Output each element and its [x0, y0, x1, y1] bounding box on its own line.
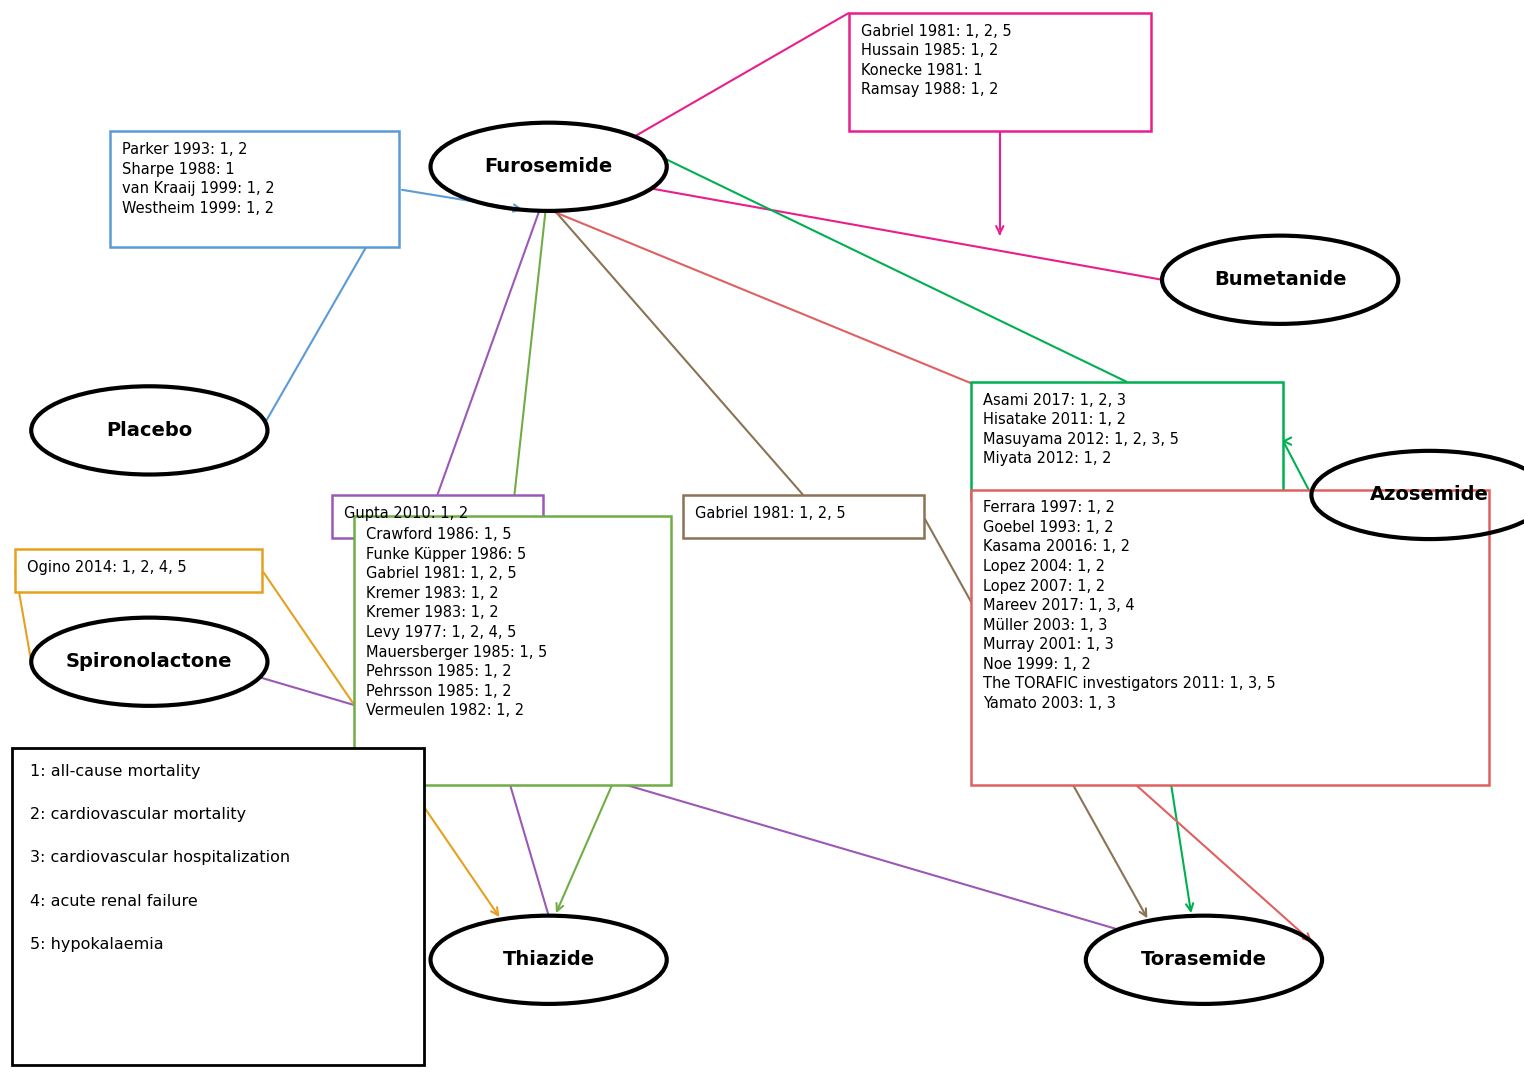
- FancyBboxPatch shape: [12, 748, 424, 1065]
- FancyBboxPatch shape: [971, 490, 1489, 785]
- Text: Gabriel 1981: 1, 2, 5: Gabriel 1981: 1, 2, 5: [695, 506, 846, 521]
- Text: 1: all-cause mortality

2: cardiovascular mortality

3: cardiovascular hospitali: 1: all-cause mortality 2: cardiovascular…: [30, 764, 291, 952]
- Text: Gupta 2010: 1, 2: Gupta 2010: 1, 2: [344, 506, 469, 521]
- Text: Torasemide: Torasemide: [1141, 950, 1266, 969]
- Text: Ogino 2014: 1, 2, 4, 5: Ogino 2014: 1, 2, 4, 5: [27, 560, 187, 575]
- Text: Ferrara 1997: 1, 2
Goebel 1993: 1, 2
Kasama 20016: 1, 2
Lopez 2004: 1, 2
Lopez 2: Ferrara 1997: 1, 2 Goebel 1993: 1, 2 Kas…: [983, 500, 1276, 711]
- Text: Furosemide: Furosemide: [485, 157, 613, 176]
- FancyBboxPatch shape: [354, 516, 671, 785]
- FancyBboxPatch shape: [110, 131, 399, 247]
- Text: Asami 2017: 1, 2, 3
Hisatake 2011: 1, 2
Masuyama 2012: 1, 2, 3, 5
Miyata 2012: 1: Asami 2017: 1, 2, 3 Hisatake 2011: 1, 2 …: [983, 393, 1180, 466]
- Text: Thiazide: Thiazide: [503, 950, 594, 969]
- Text: Spironolactone: Spironolactone: [66, 652, 233, 671]
- FancyBboxPatch shape: [971, 382, 1283, 500]
- Text: Placebo: Placebo: [107, 421, 192, 440]
- FancyBboxPatch shape: [849, 13, 1151, 131]
- Text: Crawford 1986: 1, 5
Funke Küpper 1986: 5
Gabriel 1981: 1, 2, 5
Kremer 1983: 1, 2: Crawford 1986: 1, 5 Funke Küpper 1986: 5…: [366, 527, 547, 719]
- Text: Bumetanide: Bumetanide: [1215, 270, 1346, 289]
- Text: Parker 1993: 1, 2
Sharpe 1988: 1
van Kraaij 1999: 1, 2
Westheim 1999: 1, 2: Parker 1993: 1, 2 Sharpe 1988: 1 van Kra…: [122, 142, 274, 215]
- FancyBboxPatch shape: [332, 495, 543, 538]
- Text: Gabriel 1981: 1, 2, 5
Hussain 1985: 1, 2
Konecke 1981: 1
Ramsay 1988: 1, 2: Gabriel 1981: 1, 2, 5 Hussain 1985: 1, 2…: [861, 24, 1012, 97]
- Text: Azosemide: Azosemide: [1370, 485, 1489, 505]
- FancyBboxPatch shape: [683, 495, 924, 538]
- FancyBboxPatch shape: [15, 549, 262, 592]
